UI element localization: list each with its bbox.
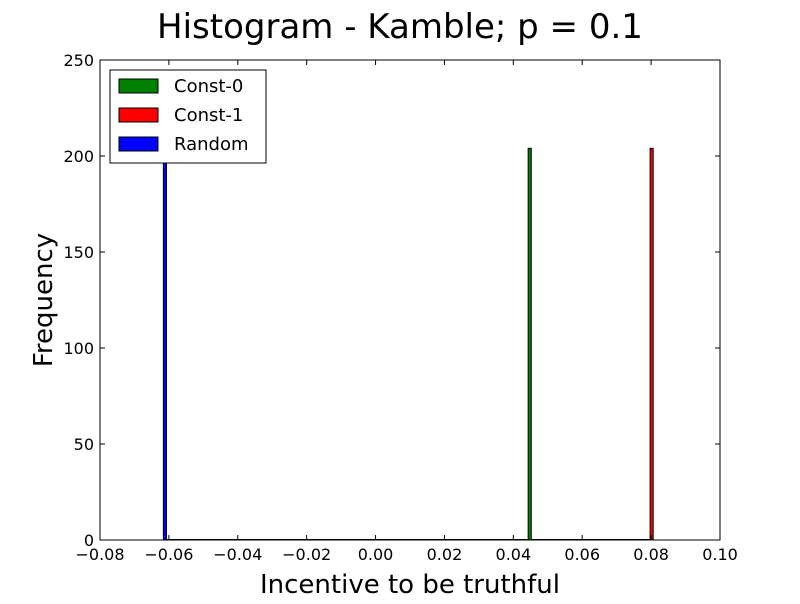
y-tick-label: 0 <box>84 531 94 550</box>
x-axis-label: Incentive to be truthful <box>260 570 560 600</box>
plot-frame <box>99 59 721 541</box>
x-tick-label: 0.04 <box>496 545 532 564</box>
x-tick-label: −0.04 <box>213 545 262 564</box>
y-tick-label: 250 <box>63 51 94 70</box>
x-tick-label: 0.08 <box>633 545 669 564</box>
y-tick-label: 150 <box>63 243 94 262</box>
legend-swatch-const-0 <box>118 78 159 94</box>
plot-area: −0.08 −0.06 −0.04 −0.02 0.00 0.02 0.04 0.06 0.08… <box>63 51 737 564</box>
legend-swatch-const-1 <box>118 107 159 123</box>
x-tick-label: 0.00 <box>358 545 394 564</box>
bar-const-0 <box>527 147 532 541</box>
bar-random <box>162 147 167 541</box>
y-tick-label: 200 <box>63 147 94 166</box>
chart-title: Histogram - Kamble; p = 0.1 <box>157 7 643 47</box>
legend-label-random: Random <box>174 134 249 155</box>
x-tick-label: −0.08 <box>75 545 124 564</box>
legend-label-const-0: Const-0 <box>174 76 243 97</box>
x-tick-label: −0.06 <box>144 545 193 564</box>
y-tick-label: 50 <box>74 435 94 454</box>
x-tick-label: 0.10 <box>702 545 738 564</box>
x-tick-label: −0.02 <box>282 545 331 564</box>
y-axis-label: Frequency <box>29 233 59 367</box>
x-tick-label: 0.02 <box>427 545 463 564</box>
legend-swatch-random <box>118 136 159 152</box>
x-tick-label: 0.06 <box>564 545 600 564</box>
y-tick-label: 100 <box>63 339 94 358</box>
legend-label-const-1: Const-1 <box>174 105 243 126</box>
bar-const-1 <box>649 147 654 541</box>
legend: Const-0 Const-1 Random <box>109 69 267 164</box>
